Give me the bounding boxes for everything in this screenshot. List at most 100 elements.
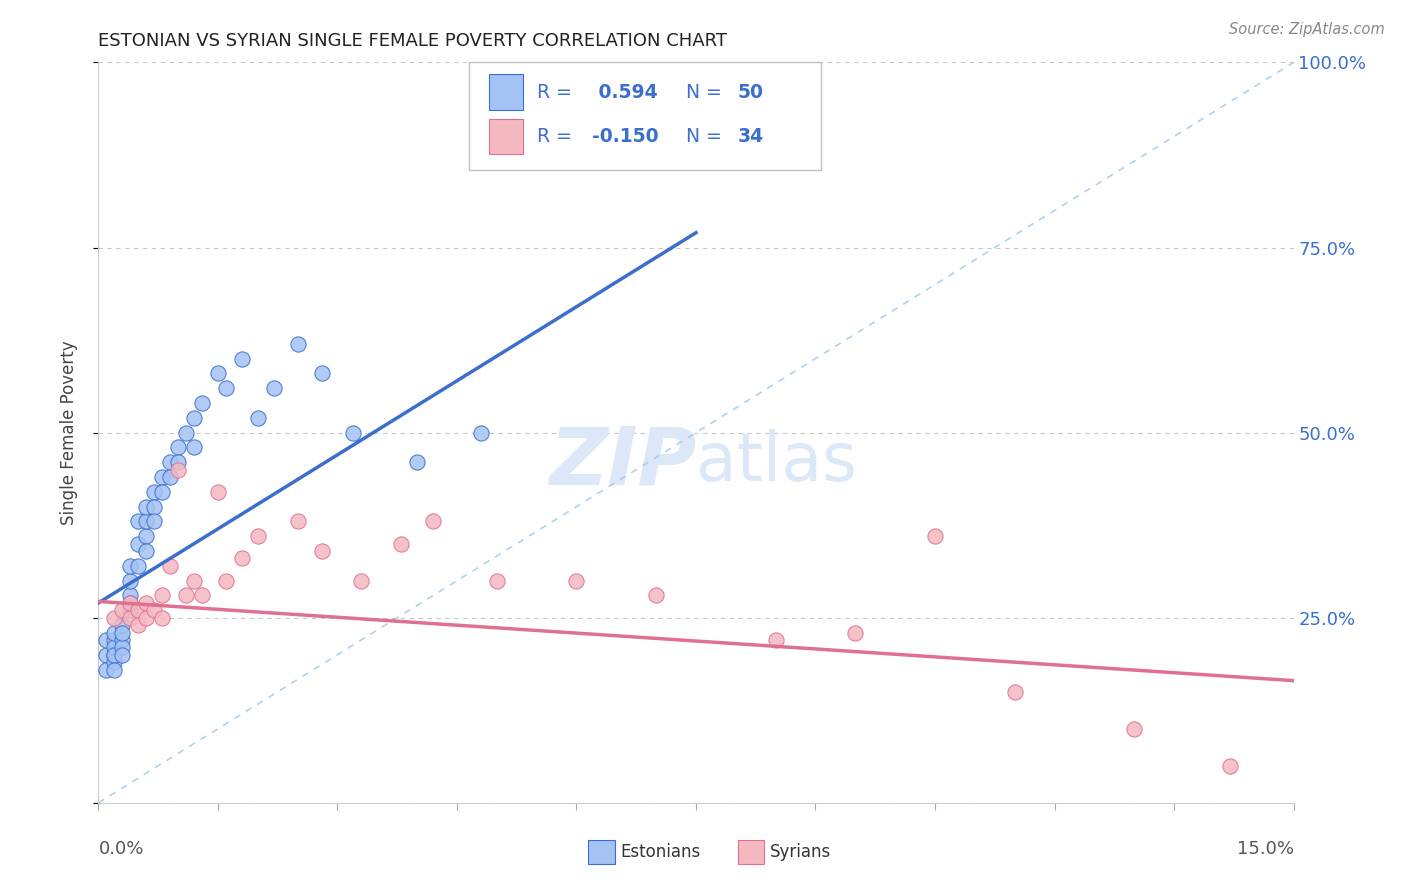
Point [207, 484, 229, 499]
Point [174, 425, 197, 440]
Text: R =: R = [537, 83, 578, 102]
Text: -0.150: -0.150 [592, 127, 658, 146]
Point [174, 589, 197, 603]
Point [135, 529, 157, 543]
Point [103, 648, 125, 662]
Point [103, 640, 125, 655]
Point [143, 500, 166, 514]
Point [207, 367, 229, 381]
Point [167, 441, 190, 455]
Point [127, 515, 149, 529]
Point [103, 632, 125, 647]
Bar [738, 840, 763, 864]
Point [422, 515, 444, 529]
Point [135, 544, 157, 558]
Point [246, 410, 269, 425]
Point [389, 536, 412, 550]
Point [263, 381, 285, 395]
Bar [489, 74, 523, 110]
Point [120, 603, 142, 617]
Point [485, 574, 508, 588]
Point [191, 396, 214, 410]
Point [159, 558, 181, 573]
Point [215, 381, 238, 395]
Point [1219, 758, 1241, 772]
Point [191, 589, 214, 603]
Point [143, 484, 166, 499]
Point [645, 589, 668, 603]
Text: 15.0%: 15.0% [1236, 840, 1294, 858]
Point [287, 515, 309, 529]
Point [120, 596, 142, 610]
Point [96, 648, 118, 662]
Text: ESTONIAN VS SYRIAN SINGLE FEMALE POVERTY CORRELATION CHART: ESTONIAN VS SYRIAN SINGLE FEMALE POVERTY… [98, 32, 727, 50]
Text: 0.594: 0.594 [592, 83, 658, 102]
Point [103, 663, 125, 677]
Point [1123, 722, 1146, 736]
Bar [589, 840, 614, 864]
Point [111, 618, 134, 632]
Point [120, 596, 142, 610]
Bar [489, 119, 523, 154]
Point [103, 648, 125, 662]
Point [246, 529, 269, 543]
Text: Syrians: Syrians [770, 843, 831, 861]
Point [127, 536, 149, 550]
Point [406, 455, 429, 469]
Point [127, 603, 149, 617]
Point [167, 462, 190, 476]
Point [120, 574, 142, 588]
Point [311, 367, 333, 381]
Point [565, 574, 588, 588]
Point [765, 632, 787, 647]
Point [120, 610, 142, 624]
Point [103, 610, 125, 624]
Text: 0.0%: 0.0% [98, 840, 143, 858]
Point [135, 596, 157, 610]
Text: N =: N = [675, 127, 728, 146]
Point [111, 640, 134, 655]
Point [167, 455, 190, 469]
Text: ZIP: ZIP [548, 423, 696, 501]
Text: 34: 34 [738, 127, 763, 146]
Point [924, 529, 946, 543]
Point [143, 603, 166, 617]
Point [215, 574, 238, 588]
Point [135, 610, 157, 624]
Point [111, 632, 134, 647]
Point [183, 410, 205, 425]
Point [350, 574, 373, 588]
Text: atlas: atlas [696, 429, 856, 495]
Text: R =: R = [537, 127, 578, 146]
Point [150, 589, 173, 603]
Point [127, 618, 149, 632]
FancyBboxPatch shape [470, 62, 821, 169]
Text: 50: 50 [738, 83, 763, 102]
Text: Source: ZipAtlas.com: Source: ZipAtlas.com [1229, 22, 1385, 37]
Point [231, 351, 253, 366]
Text: Estonians: Estonians [620, 843, 702, 861]
Y-axis label: Single Female Poverty: Single Female Poverty [59, 341, 77, 524]
Point [183, 441, 205, 455]
Text: N =: N = [675, 83, 728, 102]
Point [120, 589, 142, 603]
Point [143, 515, 166, 529]
Point [183, 574, 205, 588]
Point [103, 625, 125, 640]
Point [342, 425, 364, 440]
Point [111, 648, 134, 662]
Point [231, 551, 253, 566]
Point [96, 663, 118, 677]
Point [159, 455, 181, 469]
Point [135, 515, 157, 529]
Point [159, 470, 181, 484]
Point [150, 470, 173, 484]
Point [96, 632, 118, 647]
Point [470, 425, 492, 440]
Point [287, 336, 309, 351]
Point [150, 484, 173, 499]
Point [120, 558, 142, 573]
Point [1004, 685, 1026, 699]
Point [111, 625, 134, 640]
Point [127, 558, 149, 573]
